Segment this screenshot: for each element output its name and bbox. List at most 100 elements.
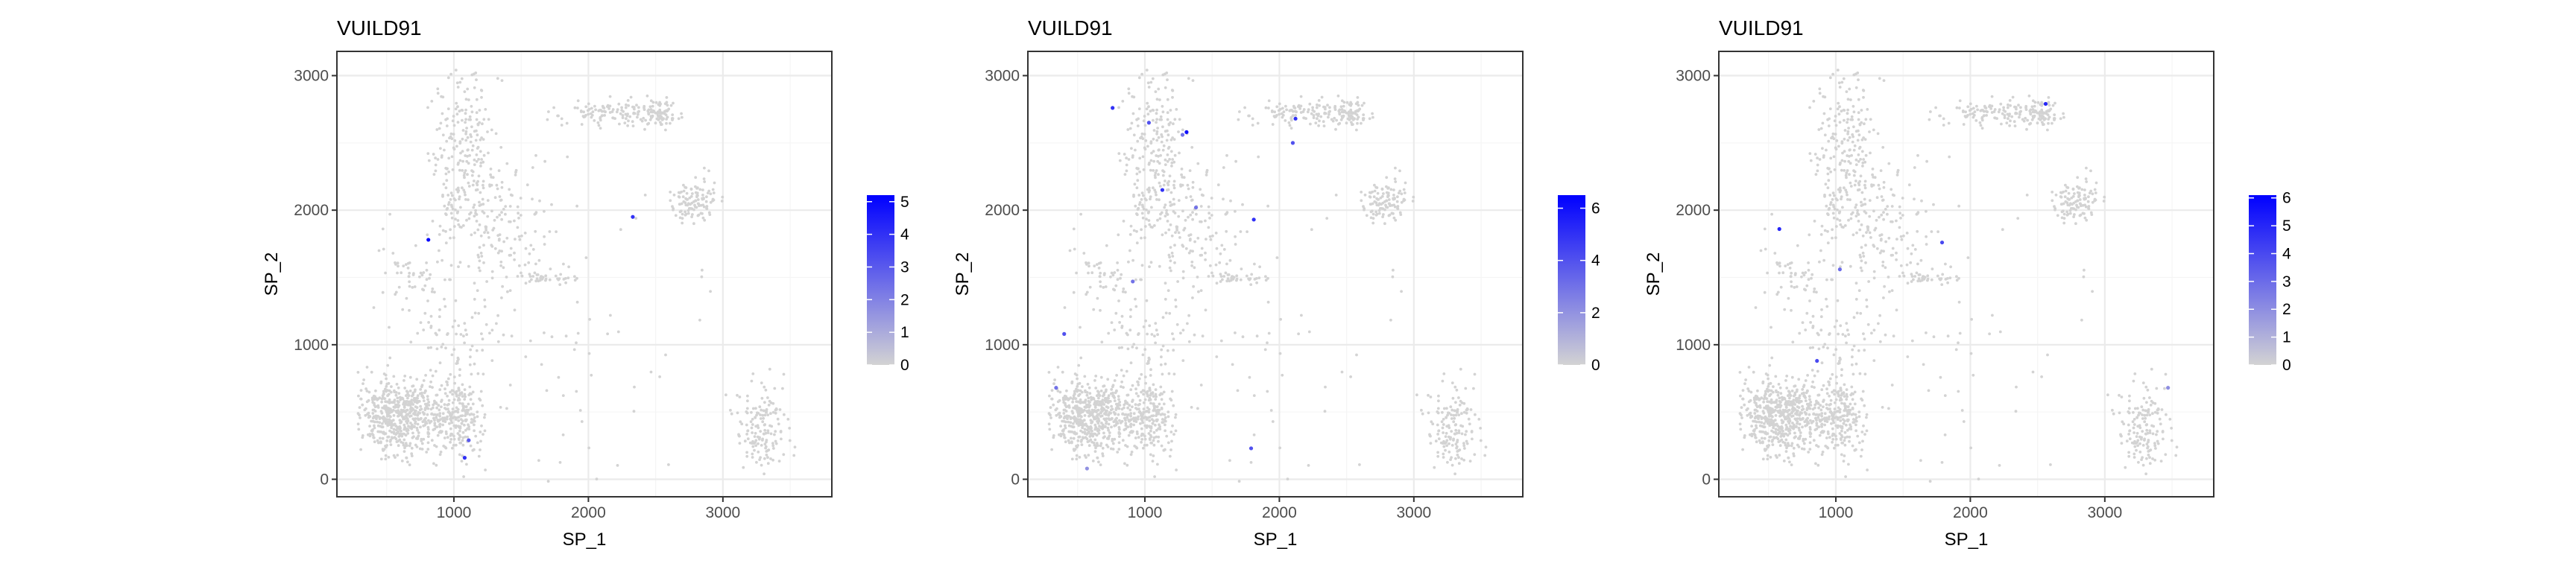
data-point bbox=[406, 428, 410, 432]
data-point bbox=[705, 207, 709, 211]
data-point bbox=[1169, 109, 1172, 112]
data-point bbox=[1838, 86, 1842, 89]
data-point bbox=[365, 366, 369, 369]
data-point bbox=[1465, 411, 1468, 415]
data-point bbox=[1143, 147, 1147, 151]
data-point bbox=[1142, 168, 1146, 171]
legend-tick-label: 4 bbox=[900, 226, 909, 244]
data-point bbox=[1117, 428, 1121, 431]
data-point bbox=[1890, 289, 1894, 292]
data-point bbox=[535, 277, 539, 280]
data-point bbox=[1094, 387, 1098, 390]
data-point bbox=[1800, 392, 1804, 395]
data-point bbox=[1837, 144, 1840, 148]
x-axis-title: SP_1 bbox=[1254, 530, 1298, 550]
data-point bbox=[371, 416, 375, 420]
data-point bbox=[426, 346, 430, 349]
data-point bbox=[408, 308, 411, 312]
data-point bbox=[1875, 218, 1878, 222]
data-point bbox=[1371, 212, 1375, 216]
data-point bbox=[435, 393, 439, 397]
data-point bbox=[1184, 247, 1188, 250]
data-point bbox=[721, 195, 724, 199]
data-point bbox=[627, 119, 630, 123]
data-point bbox=[1169, 269, 1172, 273]
data-point bbox=[1766, 419, 1769, 422]
data-point bbox=[1099, 463, 1102, 466]
data-point bbox=[1808, 152, 1812, 156]
data-point bbox=[423, 413, 426, 416]
data-point bbox=[738, 395, 742, 398]
data-point bbox=[1404, 181, 1407, 185]
data-point bbox=[788, 439, 792, 442]
data-point bbox=[1065, 416, 1069, 419]
data-point bbox=[461, 436, 465, 439]
data-point bbox=[1818, 92, 1822, 95]
data-point bbox=[419, 271, 423, 275]
data-point bbox=[464, 428, 467, 432]
data-point bbox=[1170, 161, 1174, 165]
data-point bbox=[1850, 385, 1854, 389]
data-point bbox=[379, 380, 383, 384]
data-point bbox=[1815, 444, 1818, 447]
data-point bbox=[1450, 408, 1454, 412]
data-point bbox=[399, 398, 402, 401]
data-point bbox=[1838, 432, 1842, 435]
data-point bbox=[1155, 118, 1158, 121]
data-point bbox=[1275, 114, 1278, 117]
data-point bbox=[1846, 132, 1849, 136]
data-point bbox=[1827, 124, 1831, 127]
data-point bbox=[387, 423, 390, 427]
data-point bbox=[1084, 389, 1087, 393]
data-point bbox=[474, 434, 478, 438]
data-point bbox=[1857, 133, 1861, 137]
data-point bbox=[1174, 429, 1178, 433]
legend-tick-label: 0 bbox=[1591, 357, 1600, 374]
data-point bbox=[1831, 198, 1834, 201]
data-point bbox=[385, 421, 388, 425]
data-point bbox=[1140, 264, 1144, 267]
data-point bbox=[1862, 136, 1865, 139]
data-point bbox=[1315, 106, 1319, 109]
data-point bbox=[472, 206, 476, 209]
data-point bbox=[1859, 158, 1862, 161]
data-point bbox=[1446, 460, 1449, 464]
data-point bbox=[619, 112, 622, 115]
data-point bbox=[1146, 81, 1150, 85]
data-point bbox=[1191, 250, 1194, 253]
data-point bbox=[1396, 205, 1400, 208]
data-point bbox=[1872, 128, 1875, 132]
data-point bbox=[1851, 211, 1854, 214]
data-point bbox=[1919, 258, 1923, 262]
data-point bbox=[1394, 218, 1398, 222]
data-point bbox=[1755, 401, 1758, 405]
y-tick-label: 0 bbox=[1011, 471, 1020, 489]
data-point bbox=[1902, 234, 1905, 238]
data-point bbox=[1168, 174, 1172, 178]
data-point bbox=[1310, 112, 1313, 115]
data-point bbox=[1083, 428, 1087, 431]
data-point bbox=[1147, 432, 1151, 435]
data-point bbox=[608, 95, 612, 98]
data-point bbox=[398, 425, 402, 428]
data-point bbox=[420, 394, 424, 398]
data-point bbox=[1132, 343, 1136, 346]
data-point bbox=[1864, 118, 1868, 121]
data-point bbox=[1805, 413, 1808, 416]
data-point bbox=[1856, 72, 1860, 74]
data-point bbox=[1745, 408, 1749, 412]
data-point bbox=[695, 187, 698, 190]
data-point bbox=[1785, 417, 1788, 421]
data-point bbox=[1116, 451, 1120, 454]
data-point bbox=[1170, 439, 1173, 443]
data-point bbox=[1804, 399, 1808, 402]
data-point bbox=[1143, 444, 1146, 447]
data-point bbox=[443, 204, 446, 208]
data-point bbox=[1822, 156, 1825, 159]
data-point bbox=[384, 271, 387, 275]
data-point bbox=[382, 247, 385, 251]
data-point bbox=[1085, 263, 1088, 266]
data-point bbox=[1442, 407, 1446, 410]
data-point bbox=[433, 422, 437, 425]
